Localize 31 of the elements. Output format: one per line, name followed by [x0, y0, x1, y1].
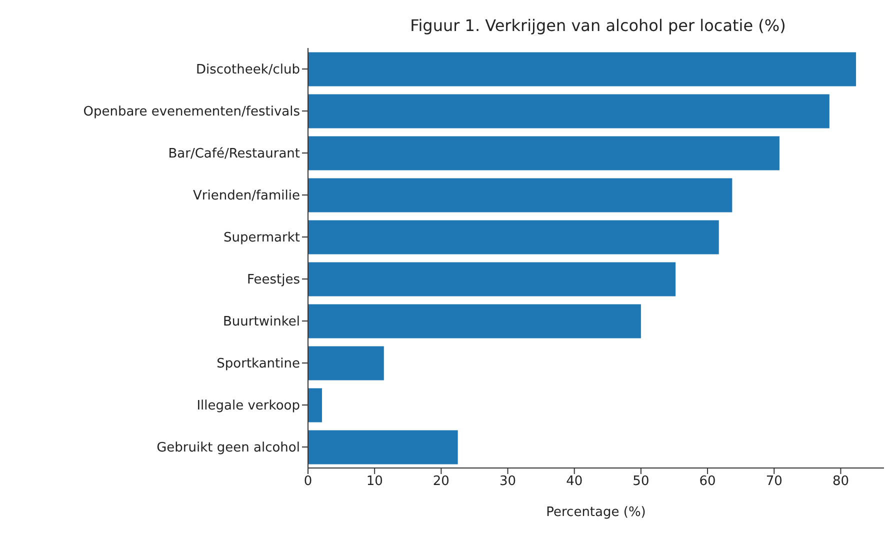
x-axis-title: Percentage (%): [546, 505, 646, 520]
y-tick-label: Gebruikt geen alcohol: [156, 440, 300, 456]
bar: [308, 262, 676, 296]
bar: [308, 430, 458, 464]
bar: [308, 304, 641, 338]
bar: [308, 136, 780, 170]
x-tick-label: 0: [304, 474, 312, 490]
y-tick-label: Illegale verkoop: [196, 398, 300, 414]
bar: [308, 94, 830, 128]
x-tick-label: 80: [832, 474, 849, 490]
bar: [308, 388, 322, 422]
x-tick-label: 30: [499, 474, 516, 490]
y-tick-label: Buurtwinkel: [223, 314, 300, 330]
y-tick-label: Vrienden/familie: [193, 188, 300, 204]
y-tick-label: Supermarkt: [224, 230, 300, 246]
x-tick-label: 10: [366, 474, 383, 490]
bar: [308, 178, 732, 212]
y-tick-label: Feestjes: [246, 272, 300, 288]
x-tick-label: 20: [432, 474, 450, 490]
x-tick-label: 70: [766, 474, 782, 490]
y-tick-label: Openbare evenementen/festivals: [83, 104, 300, 120]
x-tick-label: 60: [699, 474, 716, 490]
chart-title: Figuur 1. Verkrijgen van alcohol per locatie (%): [409, 16, 787, 35]
y-tick-label: Sportkantine: [216, 356, 300, 372]
bar: [308, 220, 719, 254]
y-tick-label: Discotheek/club: [196, 62, 300, 78]
bar: [308, 52, 856, 86]
y-tick-label: Bar/Café/Restaurant: [168, 146, 300, 162]
bar: [308, 346, 384, 380]
x-tick-label: 50: [632, 474, 650, 490]
x-tick-label: 40: [566, 474, 583, 490]
